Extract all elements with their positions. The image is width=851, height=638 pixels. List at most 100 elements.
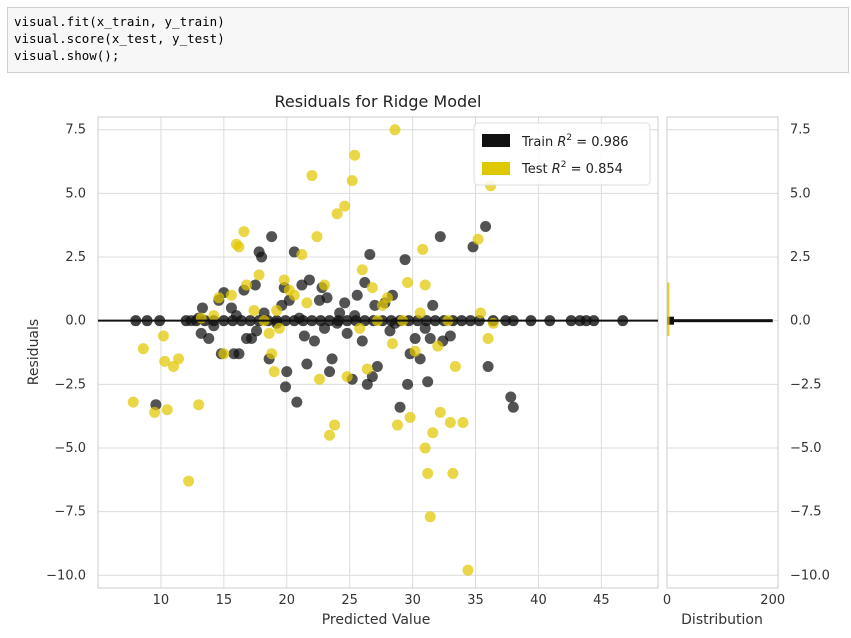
x-tick-labels: 10 15 20 25 30 35 40 45	[153, 593, 610, 608]
test-point	[424, 511, 436, 523]
test-point	[402, 276, 414, 288]
test-point	[306, 170, 318, 182]
test-point	[301, 297, 313, 309]
test-point	[444, 417, 456, 429]
legend-train-swatch	[482, 134, 510, 147]
test-point	[253, 269, 265, 281]
train-point	[301, 358, 313, 370]
legend-box	[473, 122, 651, 186]
train-point	[507, 401, 519, 413]
hist-bar	[667, 282, 670, 336]
train-point	[249, 279, 261, 291]
y-tick-label: 0.0	[65, 314, 86, 329]
hist-y-tick-label: −7.5	[790, 505, 822, 520]
test-point	[331, 208, 343, 220]
train-point	[324, 366, 336, 378]
test-point	[266, 348, 278, 360]
legend: Train R2 = 0.986 Test R2 = 0.854	[473, 122, 651, 186]
test-point	[392, 419, 404, 431]
code-line: visual.show();	[14, 48, 120, 63]
test-point	[482, 332, 494, 344]
train-point	[482, 361, 494, 373]
code-line: visual.fit(x_train, y_train)	[14, 14, 225, 29]
test-point	[366, 282, 378, 294]
hist-y-tick-label: −2.5	[790, 377, 822, 392]
test-point	[361, 363, 373, 375]
hist-y-tick-labels: 7.5 5.0 2.5 0.0 −2.5 −5.0 −7.5 −10.0	[790, 123, 830, 584]
test-point	[386, 338, 398, 350]
test-point	[346, 175, 358, 187]
test-point	[381, 292, 393, 304]
train-point	[326, 353, 338, 365]
train-point	[256, 251, 268, 263]
test-point	[422, 467, 434, 479]
train-point	[399, 254, 411, 266]
train-point	[371, 361, 383, 373]
y-tick-label: 2.5	[65, 250, 86, 265]
test-point	[238, 226, 250, 238]
test-point	[349, 149, 361, 161]
test-point	[248, 304, 260, 316]
train-point	[303, 274, 315, 286]
train-point	[321, 292, 333, 304]
test-point	[319, 279, 331, 291]
train-point	[280, 381, 292, 393]
code-cell[interactable]: visual.fit(x_train, y_train) visual.scor…	[7, 7, 849, 73]
hist-y-tick-label: 5.0	[790, 186, 811, 201]
test-point	[193, 399, 205, 411]
hist-x-tick-labels: 0 200	[663, 593, 785, 608]
hist-plot-frame	[666, 116, 779, 589]
legend-train-label: Train R2 = 0.986	[521, 133, 628, 150]
y-tick-label: −2.5	[54, 377, 86, 392]
train-point	[422, 376, 434, 388]
train-point	[444, 330, 456, 342]
legend-test-label: Test R2 = 0.854	[521, 160, 623, 177]
test-point	[268, 366, 280, 378]
train-point	[308, 335, 320, 347]
train-point	[281, 366, 293, 378]
train-point	[505, 391, 517, 403]
train-point	[356, 335, 368, 347]
main-plot-frame	[97, 116, 659, 589]
x-tick-label: 45	[593, 593, 610, 608]
test-point	[419, 442, 431, 454]
train-point	[434, 231, 446, 243]
train-point	[364, 248, 376, 260]
x-tick-label: 40	[530, 593, 547, 608]
test-point	[225, 289, 237, 301]
test-point	[137, 343, 149, 355]
test-point	[240, 279, 252, 291]
test-point	[432, 340, 444, 352]
train-point	[409, 332, 421, 344]
test-point	[419, 279, 431, 291]
test-point	[447, 467, 459, 479]
test-point	[296, 248, 308, 260]
test-point	[475, 307, 487, 319]
test-point	[263, 327, 275, 339]
hist-y-tick-label: 2.5	[790, 250, 811, 265]
chart-title: Residuals for Ridge Model	[275, 92, 482, 111]
hist-x-axis-label: Distribution	[681, 612, 763, 628]
train-point	[427, 299, 439, 311]
hist-y-tick-label: 7.5	[790, 123, 811, 138]
x-tick-label: 10	[153, 593, 170, 608]
hist-bars	[667, 282, 773, 336]
test-point	[434, 406, 446, 418]
test-point	[127, 396, 139, 408]
test-point	[173, 353, 185, 365]
train-point	[369, 299, 381, 311]
train-point	[203, 332, 215, 344]
train-point	[233, 348, 245, 360]
test-point	[273, 322, 285, 334]
hist-bar	[667, 319, 773, 323]
train-point	[394, 401, 406, 413]
hist-bar	[667, 316, 674, 325]
test-point	[288, 289, 300, 301]
hist-y-tick-label: −10.0	[790, 568, 830, 583]
hist-x-tick-label: 0	[663, 593, 671, 608]
test-point	[457, 417, 469, 429]
y-tick-label: −10.0	[46, 568, 86, 583]
test-point	[427, 427, 439, 439]
train-point	[251, 325, 263, 337]
test-point	[417, 243, 429, 255]
